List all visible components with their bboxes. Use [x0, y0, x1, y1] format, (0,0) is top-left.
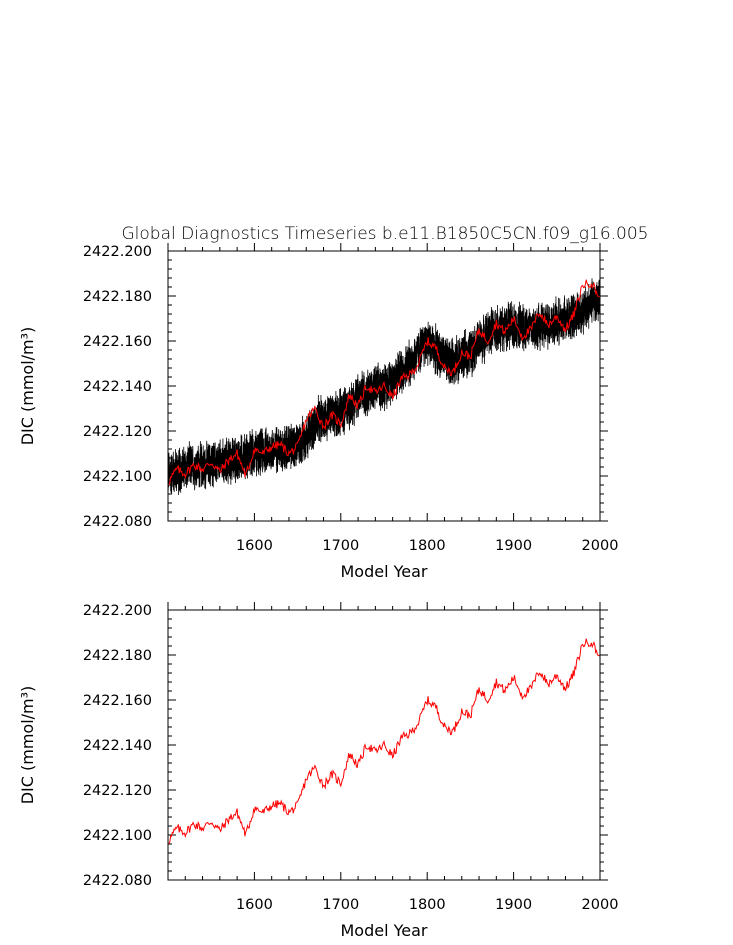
- bottom-y-axis-label: DIC (mmol/m³): [18, 686, 37, 805]
- bottom-x-tick-label: 1600: [236, 897, 273, 913]
- bottom-y-tick-label: 2422.140: [83, 738, 152, 754]
- top-series-monthly: [168, 271, 600, 495]
- top-x-tick-label: 1800: [409, 538, 446, 554]
- top-x-axis-label: Model Year: [341, 562, 428, 581]
- bottom-plot-frame: [167, 609, 601, 881]
- bottom-y-tick-label: 2422.100: [83, 828, 152, 844]
- bottom-series: [168, 638, 600, 845]
- top-y-tick-label: 2422.100: [83, 469, 152, 485]
- bottom-x-ticks: 1600 1700 1800 1900 2000: [167, 602, 619, 913]
- top-panel: 1600 1700 1800 1900 2000 2422.0802422.100242…: [18, 243, 618, 581]
- chart-title: Global Diagnostics Timeseries b.e11.B185…: [121, 224, 648, 244]
- bottom-panel: 1600 1700 1800 1900 2000 2422.0802422.100242…: [18, 602, 618, 940]
- top-y-ticks: 2422.080 2422.100 2422.120 2422.140 2422.160…: [83, 244, 608, 530]
- bottom-y-ticks: 2422.080 2422.100 2422.120 2422.140 2422.160…: [83, 603, 608, 889]
- bottom-x-tick-label: 1800: [409, 897, 446, 913]
- top-series-annual-mean: [168, 279, 600, 486]
- top-y-tick-label: 2422.200: [83, 244, 152, 260]
- top-x-tick-label: 1600: [236, 538, 273, 554]
- top-x-tick-label: 2000: [582, 538, 619, 554]
- bottom-series-annual-mean: [168, 638, 600, 845]
- bottom-y-tick-label: 2422.120: [83, 783, 152, 799]
- bottom-y-tick-label: 2422.080: [83, 873, 152, 889]
- top-series: [168, 271, 600, 495]
- bottom-x-tick-label: 1900: [495, 897, 532, 913]
- top-y-axis-label: DIC (mmol/m³): [18, 327, 37, 446]
- top-y-tick-label: 2422.180: [83, 289, 152, 305]
- bottom-x-axis-label: Model Year: [341, 921, 428, 940]
- top-y-tick-label: 2422.160: [83, 334, 152, 350]
- bottom-y-tick-label: 2422.160: [83, 693, 152, 709]
- top-x-tick-label: 1900: [495, 538, 532, 554]
- top-x-tick-label: 1700: [322, 538, 359, 554]
- top-plot-frame: [167, 250, 601, 522]
- top-y-tick-label: 2422.120: [83, 424, 152, 440]
- bottom-x-tick-label: 2000: [582, 897, 619, 913]
- top-y-tick-label: 2422.080: [83, 514, 152, 530]
- bottom-x-tick-label: 1700: [322, 897, 359, 913]
- top-x-ticks: 1600 1700 1800 1900 2000: [167, 243, 619, 554]
- bottom-y-tick-label: 2422.200: [83, 603, 152, 619]
- top-y-tick-label: 2422.140: [83, 379, 152, 395]
- bottom-y-tick-label: 2422.180: [83, 648, 152, 664]
